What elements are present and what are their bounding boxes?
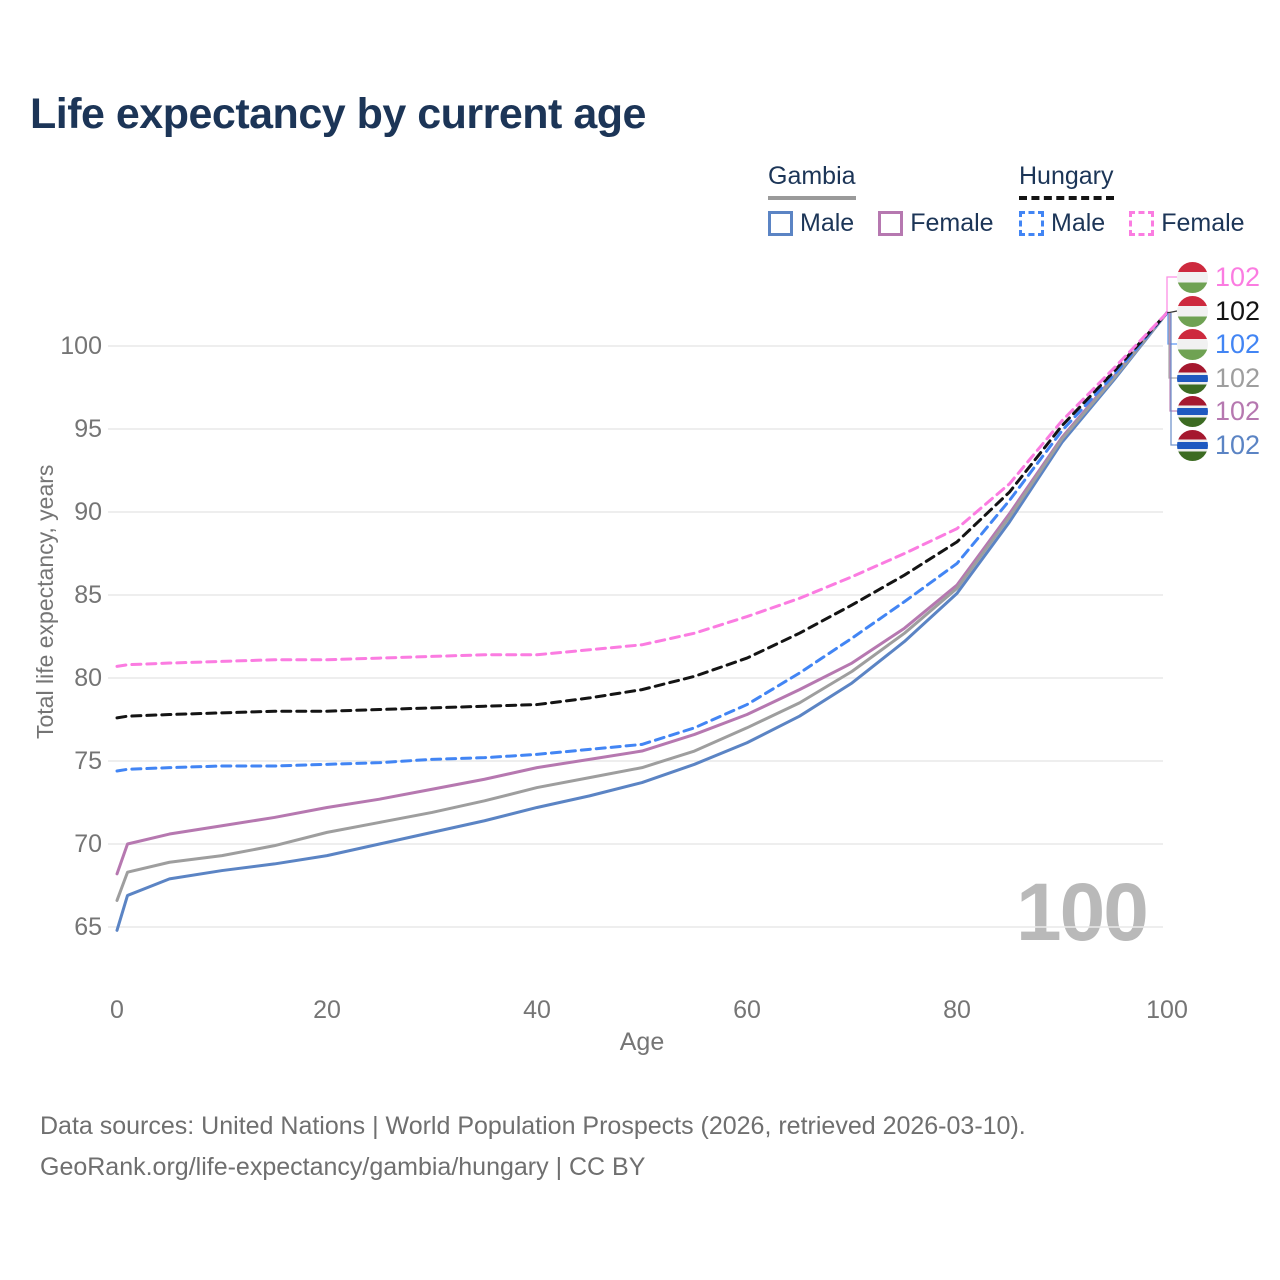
- hungary-male-line-swatch-icon: [1019, 211, 1044, 236]
- legend-item-hungary-female[interactable]: Female: [1129, 209, 1245, 238]
- leader-line-gambia-both: [1168, 313, 1177, 379]
- leader-line-hungary-male: [1167, 313, 1177, 345]
- legend-item-hungary-male[interactable]: Male: [1019, 209, 1105, 238]
- legend-item-label: Male: [800, 209, 855, 237]
- legend-item-gambia-female[interactable]: Female: [878, 209, 994, 238]
- series-line-gambia-female[interactable]: [115, 311, 1169, 876]
- gambia-male-line-swatch-icon: [768, 211, 793, 236]
- series-line-gambia-male[interactable]: [115, 311, 1169, 932]
- page-title: Life expectancy by current age: [30, 90, 646, 138]
- leader-line-hungary-both: [1166, 310, 1178, 314]
- hover-age-watermark: 100: [1016, 867, 1149, 958]
- series-line-hungary-both[interactable]: [115, 311, 1169, 720]
- legend-country-gambia[interactable]: Gambia: [768, 162, 856, 200]
- series-line-gambia-both[interactable]: [115, 311, 1169, 902]
- gambia-female-line-swatch-icon: [878, 211, 904, 236]
- leader-line-hungary-female: [1166, 276, 1177, 313]
- hungary-female-line-swatch-icon: [1129, 211, 1155, 236]
- legend-item-gambia-male[interactable]: Male: [768, 209, 854, 238]
- legend-item-label: Female: [1161, 209, 1245, 237]
- attribution-line: GeoRank.org/life-expectancy/gambia/hunga…: [40, 1153, 646, 1181]
- legend-country-hungary[interactable]: Hungary: [1019, 162, 1114, 200]
- series-line-hungary-female[interactable]: [115, 311, 1169, 668]
- series-line-hungary-male[interactable]: [115, 311, 1169, 773]
- footer: Data sources: United Nations | World Pop…: [40, 1106, 1026, 1188]
- legend-group-hungary: Hungary Male Female: [1019, 162, 1245, 238]
- legend-item-label: Female: [910, 209, 994, 237]
- legend-group-gambia: Gambia Male Female: [768, 162, 994, 238]
- legend-item-label: Male: [1051, 209, 1106, 237]
- leader-line-gambia-male: [1170, 313, 1177, 446]
- leader-line-gambia-female: [1169, 313, 1177, 412]
- data-sources-line: Data sources: United Nations | World Pop…: [40, 1112, 1026, 1140]
